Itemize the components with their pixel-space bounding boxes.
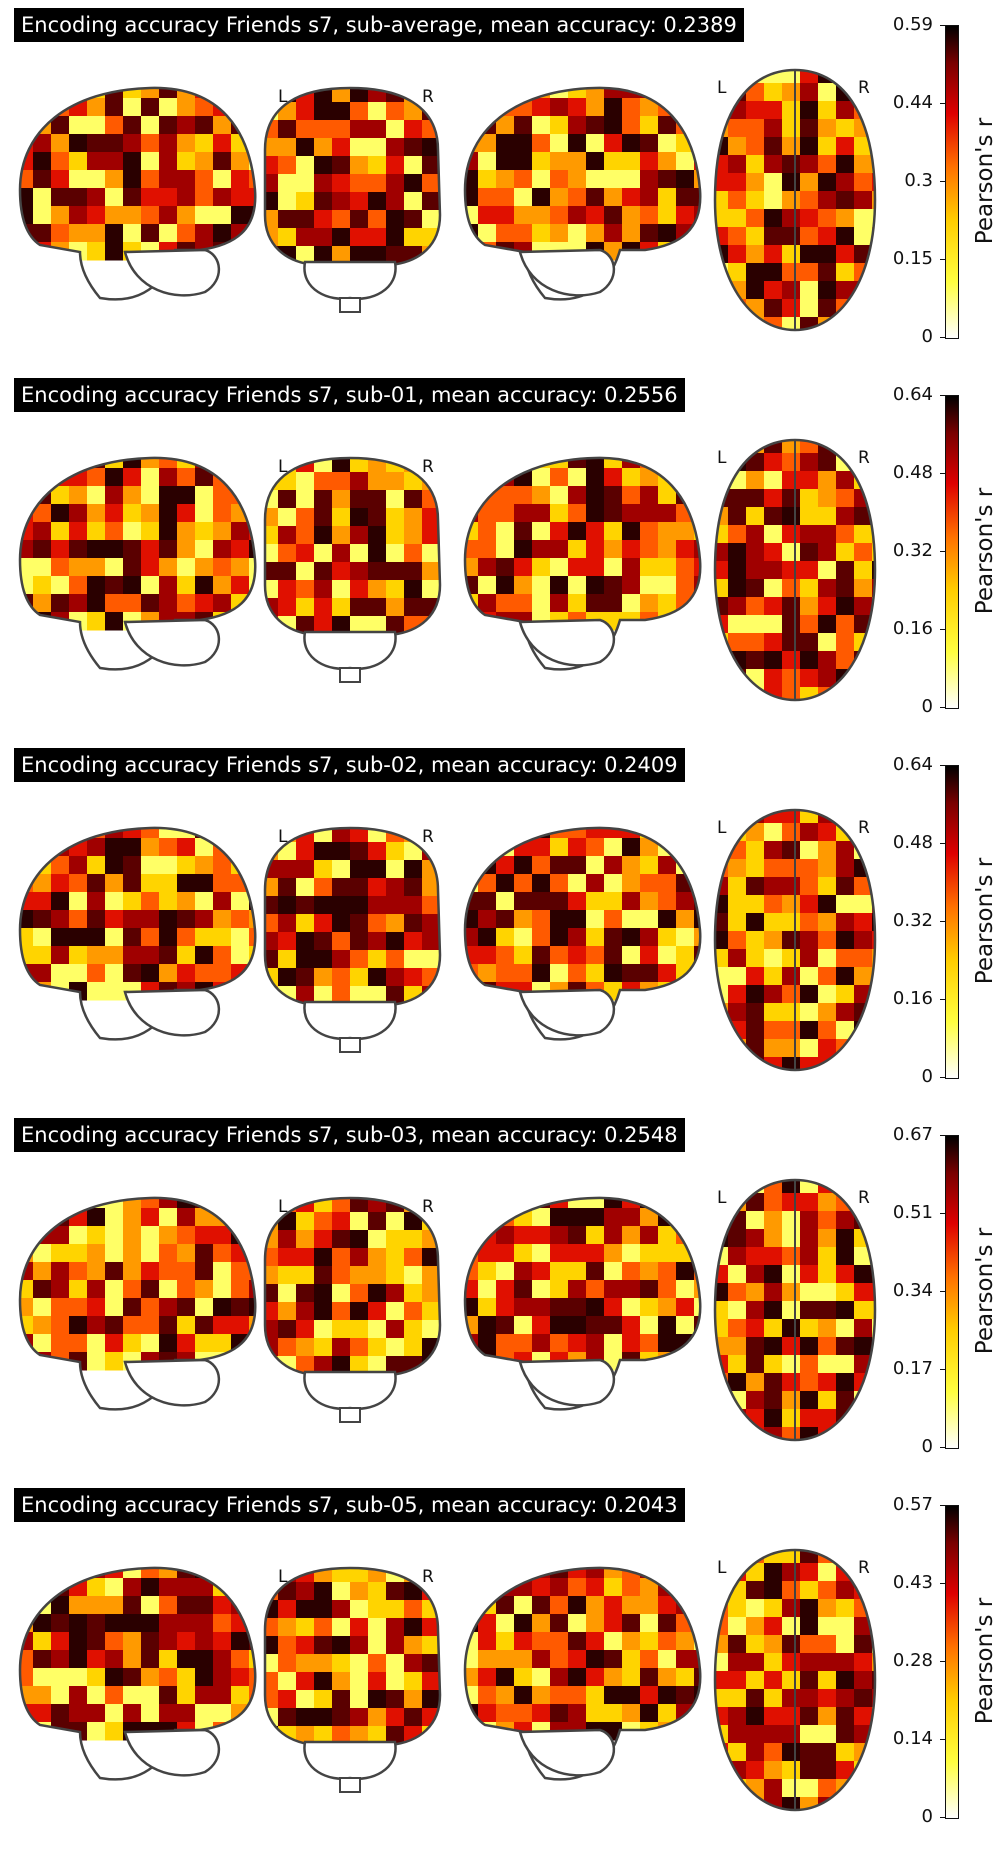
panel-title: Encoding accuracy Friends s7, sub-01, me… [14, 378, 685, 412]
hemisphere-label-left: L [717, 1188, 727, 1208]
colorbar-tick-label: 0.44 [892, 92, 933, 113]
colorbar-tick-label: 0.3 [904, 170, 933, 191]
colorbar-tick [940, 1583, 945, 1584]
colorbar-tick-label: 0.48 [892, 832, 933, 853]
hemisphere-label-left: L [717, 448, 727, 468]
glass-brain-views [18, 1548, 877, 1812]
colorbar-label-text: Pearson's r [972, 857, 998, 985]
colorbar-tick-label: 0.16 [892, 988, 933, 1009]
hemisphere-label-right: R [422, 827, 434, 847]
colorbar-tick-label: 0 [921, 1066, 933, 1087]
colorbar-tick-label: 0 [921, 326, 933, 347]
hemisphere-label-left: L [717, 818, 727, 838]
colorbar-tick-label: 0.48 [892, 462, 933, 483]
colorbar-tick [940, 1213, 945, 1214]
hemisphere-label-left: L [278, 87, 288, 107]
brain-panel: Encoding accuracy Friends s7, sub-03, me… [0, 1110, 1004, 1480]
hemisphere-label-right: R [858, 818, 870, 838]
colorbar-tick-label: 0.57 [892, 1494, 933, 1515]
colorbar-label-text: Pearson's r [972, 1597, 998, 1725]
colorbar-tick [940, 1447, 945, 1448]
colorbar-tick-label: 0.16 [892, 618, 933, 639]
colorbar-label-text: Pearson's r [972, 487, 998, 615]
colorbar-tick-label: 0.15 [892, 248, 933, 269]
colorbar-tick-label: 0 [921, 1806, 933, 1827]
colorbar-tick [940, 1817, 945, 1818]
brain-panel: Encoding accuracy Friends s7, sub-02, me… [0, 740, 1004, 1110]
colorbar-tick [940, 1291, 945, 1292]
hemisphere-label-left: L [278, 457, 288, 477]
colorbar-tick [940, 629, 945, 630]
colorbar-tick [940, 1505, 945, 1506]
colorbar-tick [940, 337, 945, 338]
hemisphere-label-right: R [858, 1188, 870, 1208]
hemisphere-label-right: R [422, 457, 434, 477]
colorbar-tick-label: 0.43 [892, 1572, 933, 1593]
colorbar [945, 395, 959, 709]
colorbar-tick [940, 1369, 945, 1370]
colorbar-tick [940, 181, 945, 182]
colorbar-label-text: Pearson's r [972, 1227, 998, 1355]
hemisphere-label-left: L [278, 1197, 288, 1217]
colorbar-tick-label: 0.34 [892, 1280, 933, 1301]
colorbar-tick [940, 1661, 945, 1662]
hemisphere-label-left: L [717, 78, 727, 98]
brain-panel: Encoding accuracy Friends s7, sub-05, me… [0, 1480, 1004, 1850]
colorbar-tick [940, 395, 945, 396]
colorbar-tick [940, 25, 945, 26]
colorbar-tick [940, 999, 945, 1000]
colorbar-tick [940, 921, 945, 922]
colorbar-tick-label: 0.64 [892, 754, 933, 775]
colorbar-tick [940, 259, 945, 260]
colorbar-tick-label: 0.67 [892, 1124, 933, 1145]
brain-panel: Encoding accuracy Friends s7, sub-averag… [0, 0, 1004, 370]
colorbar-tick [940, 103, 945, 104]
colorbar-tick-label: 0.32 [892, 910, 933, 931]
hemisphere-label-left: L [717, 1558, 727, 1578]
hemisphere-label-right: R [422, 87, 434, 107]
colorbar-tick [940, 843, 945, 844]
colorbar-tick-label: 0.17 [892, 1358, 933, 1379]
hemisphere-label-right: R [858, 448, 870, 468]
glass-brain-views [18, 438, 877, 702]
panel-title: Encoding accuracy Friends s7, sub-averag… [14, 8, 744, 42]
hemisphere-label-left: L [278, 1567, 288, 1587]
brain-panel: Encoding accuracy Friends s7, sub-01, me… [0, 370, 1004, 740]
panel-title: Encoding accuracy Friends s7, sub-02, me… [14, 748, 685, 782]
colorbar-tick-label: 0 [921, 696, 933, 717]
colorbar-tick-label: 0 [921, 1436, 933, 1457]
colorbar-tick [940, 473, 945, 474]
colorbar-tick-label: 0.59 [892, 14, 933, 35]
colorbar-tick-label: 0.64 [892, 384, 933, 405]
colorbar [945, 1135, 959, 1449]
colorbar-tick [940, 1739, 945, 1740]
colorbar-tick-label: 0.51 [892, 1202, 933, 1223]
colorbar-tick [940, 551, 945, 552]
hemisphere-label-right: R [422, 1567, 434, 1587]
colorbar [945, 765, 959, 1079]
colorbar-tick-label: 0.28 [892, 1650, 933, 1671]
glass-brain-views [18, 808, 877, 1072]
colorbar [945, 25, 959, 339]
colorbar-tick [940, 1077, 945, 1078]
colorbar-tick-label: 0.32 [892, 540, 933, 561]
glass-brain-views [18, 68, 877, 332]
panel-title: Encoding accuracy Friends s7, sub-03, me… [14, 1118, 685, 1152]
hemisphere-label-right: R [858, 1558, 870, 1578]
panel-title: Encoding accuracy Friends s7, sub-05, me… [14, 1488, 685, 1522]
hemisphere-label-left: L [278, 827, 288, 847]
colorbar-label-text: Pearson's r [972, 117, 998, 245]
glass-brain-views [18, 1178, 877, 1442]
colorbar-tick [940, 707, 945, 708]
colorbar-tick-label: 0.14 [892, 1728, 933, 1749]
colorbar-tick [940, 765, 945, 766]
colorbar-tick [940, 1135, 945, 1136]
hemisphere-label-right: R [422, 1197, 434, 1217]
hemisphere-label-right: R [858, 78, 870, 98]
colorbar [945, 1505, 959, 1819]
